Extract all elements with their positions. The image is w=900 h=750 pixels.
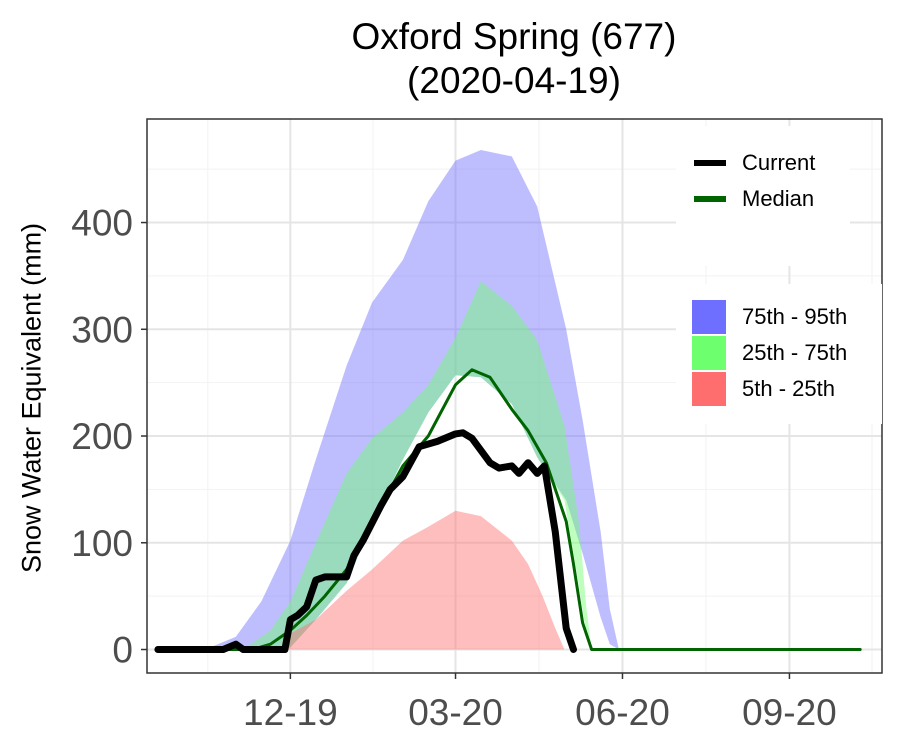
x-tick-label: 12-19 [243, 692, 338, 733]
legend-label-25-75: 25th - 75th [742, 340, 848, 365]
legend-swatch-current [694, 160, 726, 166]
plot-border [146, 118, 883, 674]
y-tick-label: 400 [71, 203, 133, 244]
x-tick-label: 09-20 [742, 692, 837, 733]
chart-subtitle: (2020-04-19) [407, 60, 621, 101]
band-1 [243, 281, 592, 650]
legend-item-current: Current [694, 150, 815, 176]
series-line-median [156, 368, 862, 651]
x-tick-label: 06-20 [575, 692, 670, 733]
y-tick-label: 300 [71, 309, 133, 350]
legend-label-5-25: 5th - 25th [742, 376, 835, 401]
band-0 [205, 150, 619, 650]
legend-lines: Current Median [676, 126, 850, 266]
legend-label-75-95: 75th - 95th [742, 304, 848, 329]
legend-swatch-75-95 [692, 300, 726, 334]
legend-swatch-25-75 [692, 336, 726, 370]
series-line-current [154, 429, 577, 653]
band-2 [279, 510, 565, 650]
legend-item-median: Median [694, 186, 814, 212]
legend-item-25-75: 25th - 75th [692, 336, 847, 370]
y-tick-label: 0 [112, 630, 133, 671]
legend-bands: 75th - 95th 25th - 75th 5th - 25th [676, 284, 882, 424]
y-tick-label: 100 [71, 523, 133, 564]
legend-label-current: Current [742, 150, 816, 175]
legend-swatch-5-25 [692, 372, 726, 406]
legend-item-5-25: 5th - 25th [692, 372, 835, 406]
y-tick-label: 200 [71, 416, 133, 457]
x-tick-label: 03-20 [408, 692, 503, 733]
legend-swatch-median [694, 196, 726, 202]
chart-title: Oxford Spring (677) [351, 16, 677, 57]
legend-label-median: Median [742, 186, 815, 211]
legend-item-75-95: 75th - 95th [692, 300, 847, 334]
